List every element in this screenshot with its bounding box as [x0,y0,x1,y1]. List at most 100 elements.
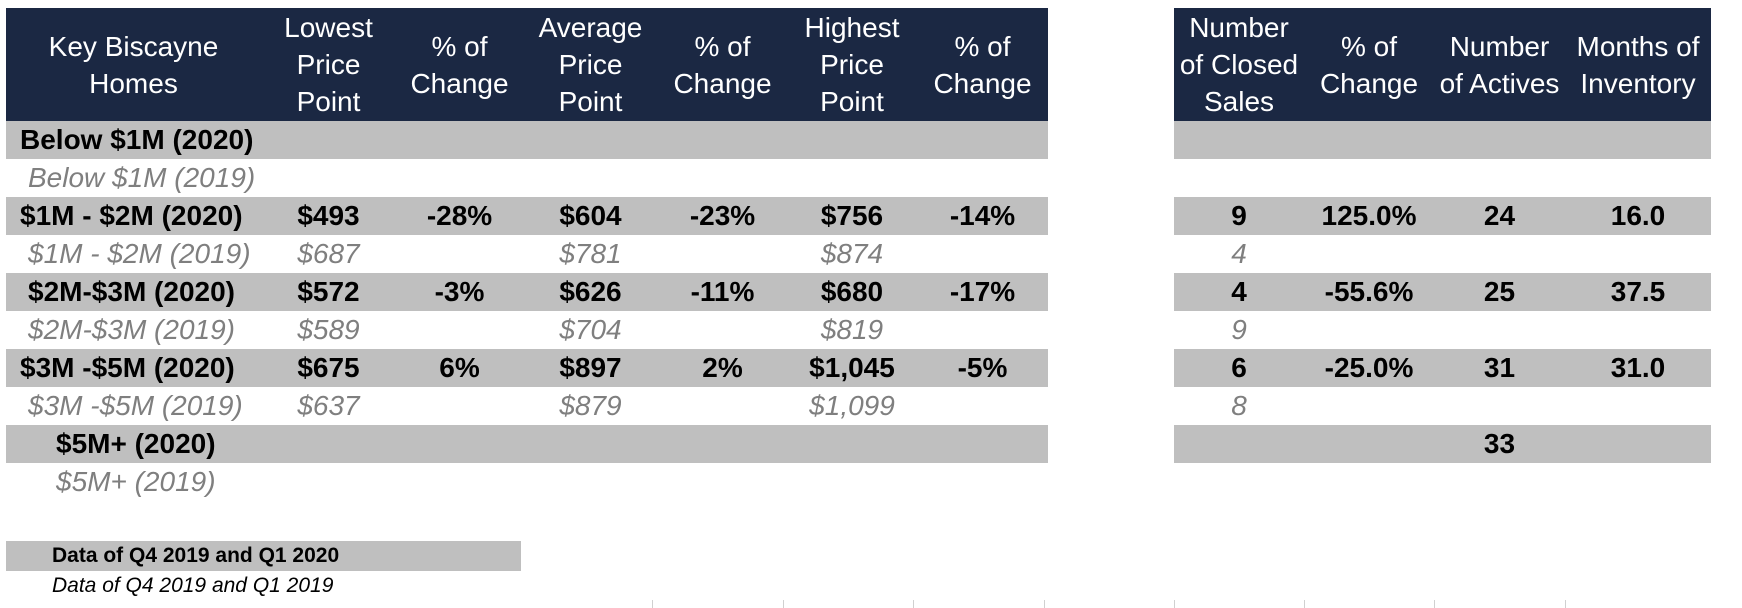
closed-sales-change-cell [1304,121,1434,159]
months-of-inventory-cell: 37.5 [1565,273,1711,311]
closed-sales-cell: 8 [1174,387,1304,425]
lowest-price-cell: $675 [261,349,396,387]
header-closed-sales-change: % of Change [1304,8,1434,121]
actives-cell [1434,159,1565,197]
header-lowest-change: % of Change [396,8,523,121]
closed-sales-cell: 6 [1174,349,1304,387]
lowest-price-cell [261,463,396,501]
actives-cell: 24 [1434,197,1565,235]
actives-cell [1434,387,1565,425]
closed-sales-cell: 4 [1174,235,1304,273]
gridline-tick [1434,600,1435,608]
header-highest-price-point: Highest Price Point [787,8,917,121]
header-number-of-closed-sales: Number of Closed Sales [1174,8,1304,121]
highest-price-cell: $756 [787,197,917,235]
table-row: 6 -25.0% 31 31.0 [1174,349,1711,387]
average-price-cell [523,463,658,501]
highest-price-cell [787,121,917,159]
closed-sales-change-cell [1304,235,1434,273]
closed-sales-change-cell [1304,387,1434,425]
table-row: $3M -$5M (2019) $637 $879 $1,099 [6,387,1048,425]
average-change-cell: 2% [658,349,787,387]
average-price-cell: $879 [523,387,658,425]
price-range-label: $3M -$5M (2020) [6,349,261,387]
lowest-price-cell: $687 [261,235,396,273]
average-change-cell [658,235,787,273]
table-row: $5M+ (2019) [6,463,1048,501]
months-of-inventory-cell [1565,311,1711,349]
header-months-of-inventory: Months of Inventory [1565,8,1711,121]
table-row: $1M - $2M (2020) $493 -28% $604 -23% $756 -14% [6,197,1048,235]
highest-price-cell: $819 [787,311,917,349]
legend-2020-row: Data of Q4 2019 and Q1 2020 [6,541,521,571]
legend-2019-row: Data of Q4 2019 and Q1 2019 [6,571,521,601]
price-range-label: $2M-$3M (2020) [6,273,261,311]
gridline-tick [1304,600,1305,608]
lowest-change-cell: -3% [396,273,523,311]
months-of-inventory-cell [1565,159,1711,197]
header-highest-change: % of Change [917,8,1048,121]
gridline-tick [1174,600,1175,608]
table-row: 9 125.0% 24 16.0 [1174,197,1711,235]
months-of-inventory-cell [1565,387,1711,425]
lowest-change-cell [396,311,523,349]
lowest-change-cell: -28% [396,197,523,235]
price-range-label: $3M -$5M (2019) [6,387,261,425]
gridline-tick [1565,600,1566,608]
table-row: $5M+ (2020) [6,425,1048,463]
closed-sales-change-cell [1304,425,1434,463]
highest-change-cell [917,121,1048,159]
actives-cell: 31 [1434,349,1565,387]
sales-table-header-row: Number of Closed Sales % of Change Numbe… [1174,8,1711,121]
actives-cell [1434,235,1565,273]
closed-sales-change-cell [1304,159,1434,197]
lowest-price-cell: $637 [261,387,396,425]
header-average-price-point: Average Price Point [523,8,658,121]
average-change-cell: -23% [658,197,787,235]
highest-price-cell: $1,045 [787,349,917,387]
price-range-label: Below $1M (2019) [6,159,261,197]
table-row: 4 -55.6% 25 37.5 [1174,273,1711,311]
lowest-price-cell: $493 [261,197,396,235]
lowest-price-cell: $589 [261,311,396,349]
lowest-price-cell [261,159,396,197]
closed-sales-cell [1174,121,1304,159]
highest-change-cell [917,425,1048,463]
price-range-label: $5M+ (2020) [6,425,261,463]
highest-change-cell: -14% [917,197,1048,235]
average-change-cell [658,387,787,425]
gridline-tick [783,600,784,608]
actives-cell: 33 [1434,425,1565,463]
lowest-price-cell: $572 [261,273,396,311]
table-row [1174,159,1711,197]
lowest-change-cell [396,159,523,197]
header-lowest-price-point: Lowest Price Point [261,8,396,121]
closed-sales-change-cell: -25.0% [1304,349,1434,387]
months-of-inventory-cell [1565,121,1711,159]
months-of-inventory-cell: 31.0 [1565,349,1711,387]
average-change-cell [658,425,787,463]
highest-change-cell: -5% [917,349,1048,387]
highest-change-cell [917,159,1048,197]
sales-table: Number of Closed Sales % of Change Numbe… [1174,8,1711,463]
average-price-cell: $626 [523,273,658,311]
months-of-inventory-cell [1565,425,1711,463]
lowest-change-cell [396,121,523,159]
lowest-change-cell: 6% [396,349,523,387]
price-range-label: $5M+ (2019) [6,463,261,501]
table-row: 8 [1174,387,1711,425]
average-change-cell [658,463,787,501]
closed-sales-change-cell: 125.0% [1304,197,1434,235]
highest-price-cell [787,159,917,197]
lowest-price-cell [261,121,396,159]
average-price-cell: $604 [523,197,658,235]
price-range-label: $1M - $2M (2019) [6,235,261,273]
table-row: 4 [1174,235,1711,273]
average-change-cell [658,311,787,349]
table-row: $1M - $2M (2019) $687 $781 $874 [6,235,1048,273]
average-price-cell: $897 [523,349,658,387]
table-row: 33 [1174,425,1711,463]
table-row: Below $1M (2019) [6,159,1048,197]
price-table: Key Biscayne Homes Lowest Price Point % … [6,8,1048,501]
highest-change-cell [917,387,1048,425]
